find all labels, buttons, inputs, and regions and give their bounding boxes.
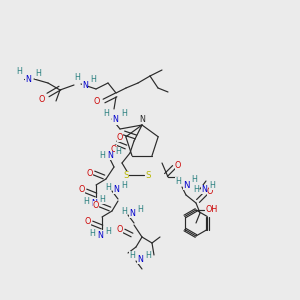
- Text: H: H: [191, 175, 197, 184]
- Text: H: H: [103, 109, 109, 118]
- Text: OH: OH: [206, 206, 218, 214]
- Text: H: H: [83, 196, 89, 206]
- Text: N: N: [107, 151, 113, 160]
- Text: H: H: [16, 68, 22, 76]
- Text: H: H: [105, 226, 111, 236]
- Text: N: N: [201, 184, 207, 194]
- Text: O: O: [93, 200, 99, 209]
- Text: N: N: [113, 184, 119, 194]
- Text: N: N: [82, 80, 88, 89]
- Text: O: O: [39, 95, 45, 104]
- Text: O: O: [207, 187, 213, 196]
- Text: H: H: [129, 250, 135, 260]
- Text: H: H: [35, 70, 41, 79]
- Text: H: H: [89, 229, 95, 238]
- Text: N: N: [97, 230, 103, 239]
- Text: H: H: [121, 206, 127, 215]
- Text: N: N: [91, 199, 97, 208]
- Text: O: O: [117, 133, 123, 142]
- Text: N: N: [137, 254, 143, 263]
- Text: N: N: [139, 115, 145, 124]
- Text: O: O: [79, 184, 85, 194]
- Text: N: N: [183, 181, 189, 190]
- Text: H: H: [209, 181, 215, 190]
- Text: O: O: [117, 224, 123, 233]
- Text: O: O: [87, 169, 93, 178]
- Text: H: H: [90, 74, 96, 83]
- Text: H: H: [121, 181, 127, 190]
- Text: H: H: [145, 250, 151, 260]
- Text: H: H: [175, 176, 181, 185]
- Text: O: O: [85, 217, 91, 226]
- Text: H: H: [115, 146, 121, 155]
- Text: S: S: [123, 170, 129, 179]
- Text: H: H: [193, 184, 199, 194]
- Text: H: H: [105, 182, 111, 191]
- Text: S: S: [145, 170, 151, 179]
- Text: O: O: [94, 97, 100, 106]
- Text: N: N: [112, 116, 118, 124]
- Text: N: N: [25, 74, 31, 83]
- Text: H: H: [99, 194, 105, 203]
- Text: H: H: [99, 151, 105, 160]
- Text: H: H: [137, 205, 143, 214]
- Text: O: O: [111, 145, 117, 154]
- Text: O: O: [175, 160, 181, 169]
- Text: H: H: [74, 74, 80, 82]
- Text: N: N: [129, 208, 135, 217]
- Text: H: H: [121, 110, 127, 118]
